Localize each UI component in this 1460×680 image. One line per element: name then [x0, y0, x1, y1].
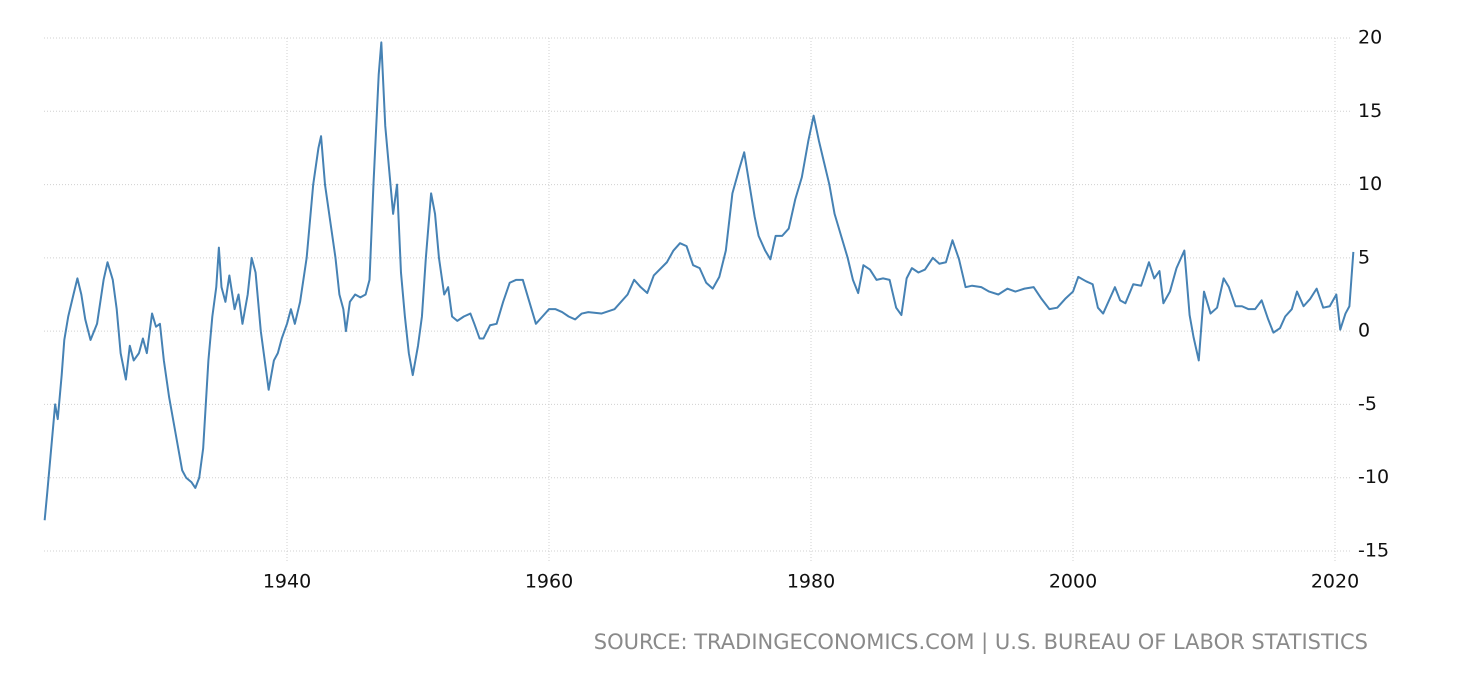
- x-tick-label: 1980: [787, 571, 835, 593]
- y-tick-label: 5: [1358, 246, 1370, 268]
- x-tick-label: 2000: [1049, 571, 1097, 593]
- source: SOURCE: TRADINGECONOMICS.COM | U.S. BURE…: [594, 630, 1368, 655]
- y-tick-label: -5: [1358, 393, 1377, 415]
- y-tick-label: 20: [1358, 27, 1382, 49]
- x-tick-label: 2020: [1311, 571, 1359, 593]
- y-tick-label: -15: [1358, 540, 1389, 562]
- y-tick-label: -10: [1358, 466, 1389, 488]
- y-tick-label: 0: [1358, 320, 1370, 342]
- series-line: [43, 41, 1355, 521]
- y-tick-label: 10: [1358, 173, 1382, 195]
- y-tick-label: 15: [1358, 100, 1382, 122]
- x-tick-label: 1940: [263, 571, 311, 593]
- x-tick-label: 1960: [525, 571, 573, 593]
